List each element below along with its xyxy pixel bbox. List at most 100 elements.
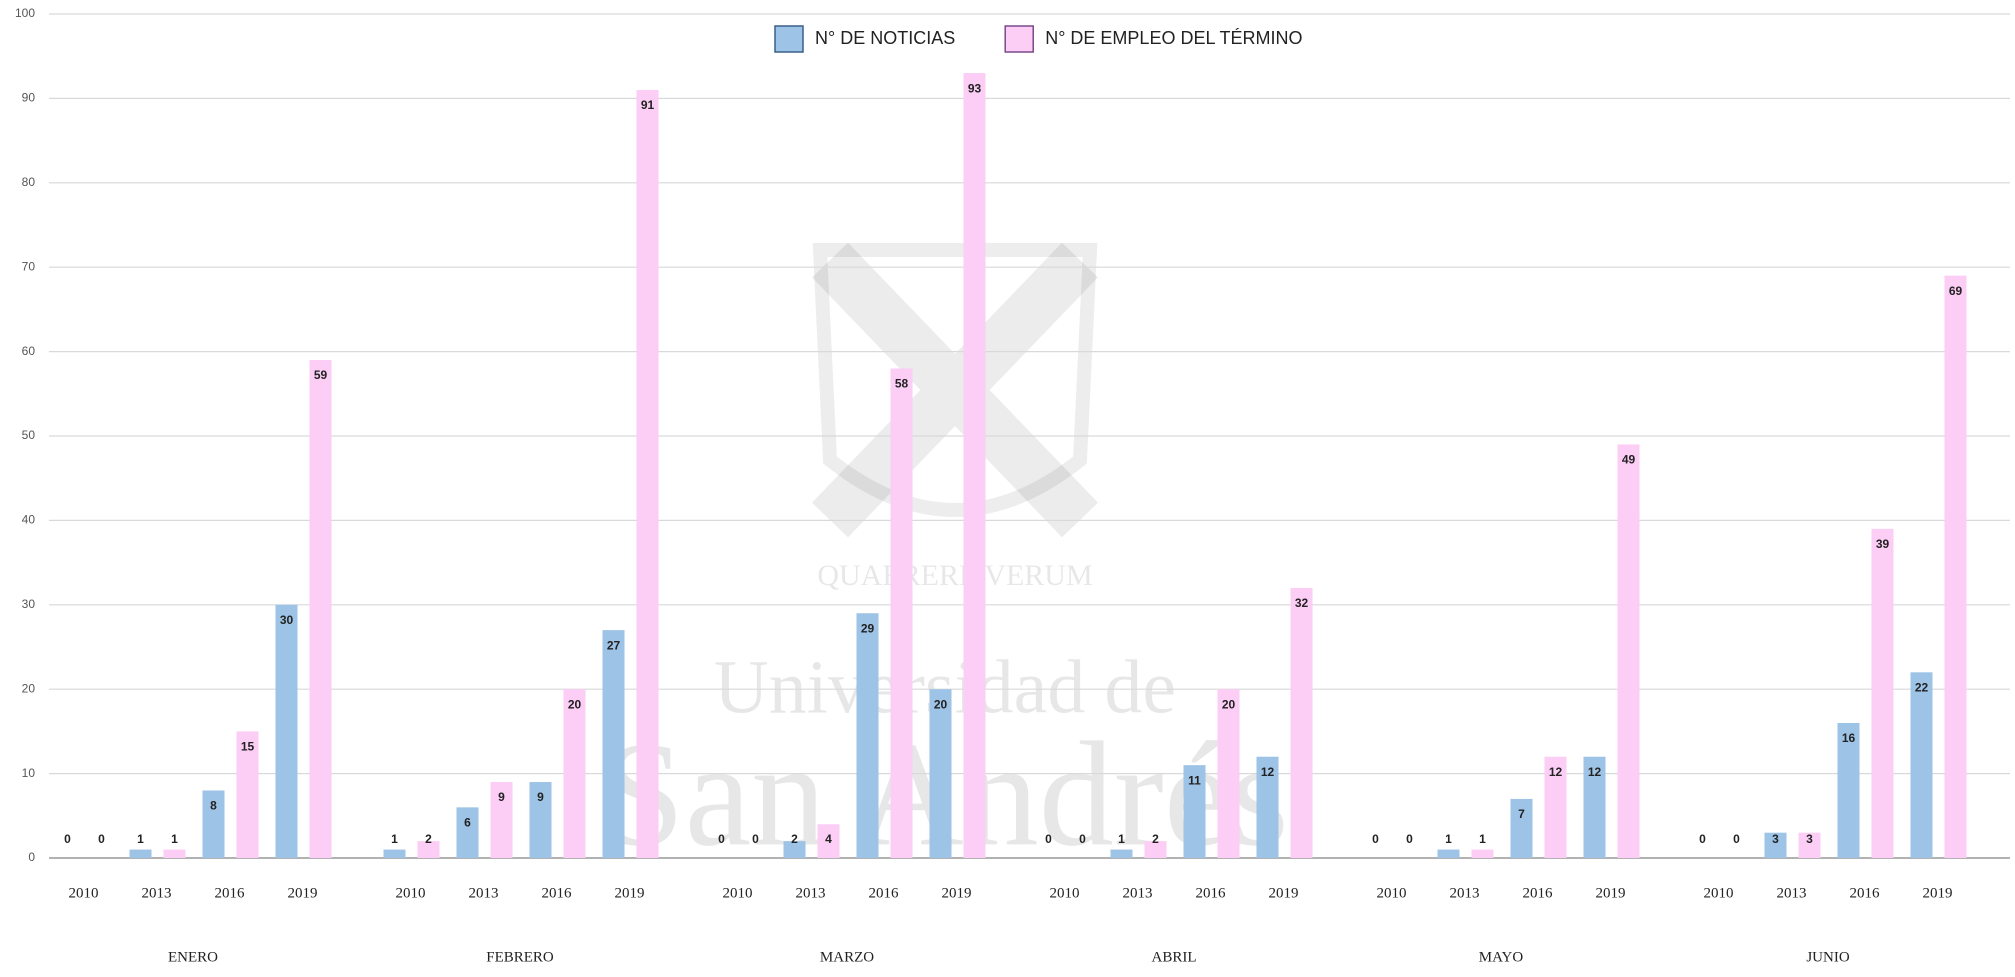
group-label: ENERO — [168, 949, 218, 965]
data-label: 27 — [607, 638, 621, 652]
data-label: 0 — [1372, 832, 1379, 846]
bar — [1764, 832, 1787, 858]
y-tick-label: 80 — [22, 175, 36, 189]
data-label: 9 — [498, 790, 505, 804]
x-tick-label: 2013 — [1450, 885, 1480, 901]
data-label: 20 — [1222, 697, 1236, 711]
bar — [1544, 756, 1567, 858]
data-label: 29 — [861, 621, 875, 635]
data-label: 4 — [825, 832, 832, 846]
bar — [1217, 689, 1240, 858]
bar — [817, 824, 840, 858]
bar — [1110, 849, 1133, 858]
data-label: 1 — [137, 832, 144, 846]
data-label: 0 — [1079, 832, 1086, 846]
y-tick-label: 100 — [15, 6, 35, 20]
bar — [1910, 672, 1933, 858]
x-tick-label: 2016 — [1523, 885, 1554, 901]
group-label: MAYO — [1479, 949, 1524, 965]
data-label: 58 — [895, 377, 909, 391]
legend-label: N° DE NOTICIAS — [815, 28, 955, 48]
data-label: 2 — [425, 832, 432, 846]
data-label: 0 — [1733, 832, 1740, 846]
bar — [1510, 798, 1533, 858]
data-label: 3 — [1806, 832, 1813, 846]
bar — [202, 790, 225, 858]
data-label: 0 — [1406, 832, 1413, 846]
data-label: 7 — [1518, 807, 1525, 821]
data-label: 20 — [934, 697, 948, 711]
legend-label: N° DE EMPLEO DEL TÉRMINO — [1045, 28, 1302, 48]
bar — [529, 782, 552, 858]
bar — [963, 73, 986, 858]
data-label: 0 — [98, 832, 105, 846]
legend-swatch — [1004, 25, 1034, 53]
data-label: 2 — [791, 832, 798, 846]
data-label: 0 — [64, 832, 71, 846]
bar — [1290, 587, 1313, 858]
data-label: 20 — [568, 697, 582, 711]
bar — [417, 841, 440, 858]
data-label: 91 — [641, 98, 655, 112]
group-label: FEBRERO — [486, 949, 554, 965]
y-tick-label: 70 — [22, 259, 36, 273]
data-label: 1 — [171, 832, 178, 846]
bar — [1944, 275, 1967, 858]
x-tick-label: 2013 — [796, 885, 826, 901]
bar — [309, 360, 332, 858]
data-label: 69 — [1949, 284, 1963, 298]
group-label: ABRIL — [1152, 949, 1197, 965]
data-label: 16 — [1842, 731, 1856, 745]
x-tick-label: 2013 — [142, 885, 172, 901]
bar — [275, 604, 298, 858]
legend-swatch — [774, 25, 804, 53]
data-label: 12 — [1588, 765, 1602, 779]
group-label: JUNIO — [1806, 949, 1849, 965]
data-label: 6 — [464, 816, 471, 830]
watermark-shield — [812, 243, 1098, 517]
data-label: 30 — [280, 613, 294, 627]
bar — [1471, 849, 1494, 858]
bar — [163, 849, 186, 858]
x-tick-label: 2013 — [1777, 885, 1807, 901]
data-label: 0 — [752, 832, 759, 846]
y-tick-label: 60 — [22, 344, 36, 358]
x-tick-label: 2019 — [1269, 885, 1299, 901]
data-label: 1 — [1445, 832, 1452, 846]
data-label: 12 — [1261, 765, 1275, 779]
bar — [456, 807, 479, 858]
x-tick-label: 2016 — [1850, 885, 1881, 901]
data-label: 49 — [1622, 453, 1636, 467]
x-tick-label: 2010 — [1704, 885, 1734, 901]
data-label: 22 — [1915, 680, 1929, 694]
x-tick-label: 2010 — [1377, 885, 1407, 901]
x-tick-label: 2013 — [1123, 885, 1153, 901]
x-tick-label: 2010 — [396, 885, 426, 901]
y-tick-label: 0 — [28, 850, 35, 864]
bar — [563, 689, 586, 858]
x-tick-label: 2010 — [69, 885, 99, 901]
watermark-motto: QUAERERE VERUM — [817, 559, 1092, 592]
bar — [783, 841, 806, 858]
x-tick-label: 2016 — [215, 885, 246, 901]
data-label: 1 — [1479, 832, 1486, 846]
x-tick-label: 2016 — [542, 885, 573, 901]
bar — [1798, 832, 1821, 858]
x-tick-label: 2016 — [1196, 885, 1227, 901]
data-label: 12 — [1549, 765, 1563, 779]
data-label: 32 — [1295, 596, 1309, 610]
bar — [1583, 756, 1606, 858]
x-tick-label: 2019 — [615, 885, 645, 901]
x-tick-label: 2010 — [723, 885, 753, 901]
data-label: 0 — [1045, 832, 1052, 846]
bar — [1437, 849, 1460, 858]
bar — [856, 613, 879, 858]
bar — [490, 782, 513, 858]
bar — [236, 731, 259, 858]
x-tick-label: 2010 — [1050, 885, 1080, 901]
group-label: MARZO — [820, 949, 874, 965]
bar — [1871, 528, 1894, 858]
data-label: 3 — [1772, 832, 1779, 846]
bar — [1256, 756, 1279, 858]
